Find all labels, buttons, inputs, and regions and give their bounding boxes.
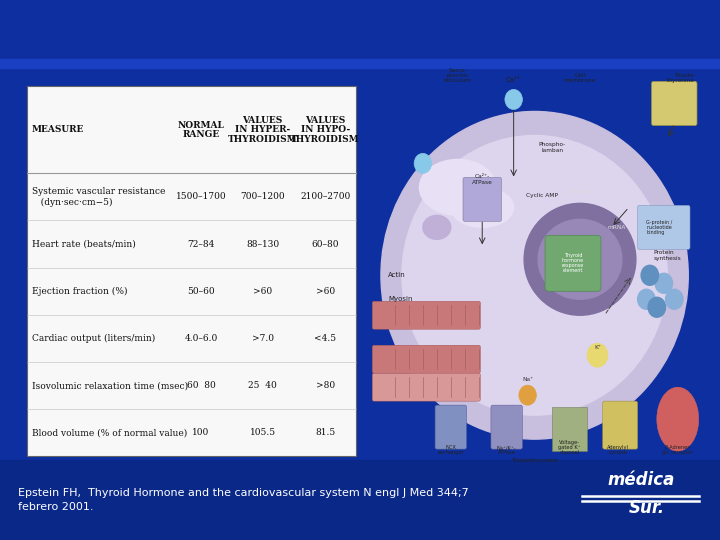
Text: 60–80: 60–80	[311, 240, 339, 248]
Text: Sarco-
plasmic
reticulum: Sarco- plasmic reticulum	[444, 68, 472, 84]
Ellipse shape	[423, 215, 451, 239]
Text: Voltage-
gated K⁺
channel: Voltage- gated K⁺ channel	[558, 440, 581, 455]
FancyBboxPatch shape	[603, 401, 638, 449]
Text: Myosin: Myosin	[388, 296, 413, 302]
Text: Ca²⁺: Ca²⁺	[506, 77, 521, 84]
FancyBboxPatch shape	[545, 235, 601, 291]
FancyBboxPatch shape	[372, 373, 480, 401]
Text: Cell
membrane: Cell membrane	[564, 73, 596, 84]
Text: Protein
synthesis: Protein synthesis	[653, 250, 681, 260]
Text: Epstein FH,  Thyroid Hormone and the cardiovascular system N engl J Med 344;7
fe: Epstein FH, Thyroid Hormone and the card…	[18, 488, 469, 511]
Text: <4.5: <4.5	[314, 334, 336, 343]
Bar	[552, 407, 587, 451]
Text: Na⁺/K⁺-
ATPase: Na⁺/K⁺- ATPase	[497, 445, 516, 455]
Text: Na⁺: Na⁺	[522, 377, 534, 382]
Text: Cardiac output (liters/min): Cardiac output (liters/min)	[32, 334, 155, 343]
Text: 60  80: 60 80	[186, 381, 215, 390]
Text: NORMAL
RANGE: NORMAL RANGE	[178, 120, 225, 139]
Text: Phospho-
lamban: Phospho- lamban	[539, 142, 566, 153]
FancyBboxPatch shape	[435, 405, 467, 449]
Ellipse shape	[414, 153, 431, 173]
Text: Isovolumic relaxation time (msec): Isovolumic relaxation time (msec)	[32, 381, 188, 390]
Ellipse shape	[587, 343, 608, 367]
Text: Systemic vascular resistance
   (dyn·sec·cm−5): Systemic vascular resistance (dyn·sec·cm…	[32, 187, 165, 206]
Text: G-protein /
nucleotide
binding: G-protein / nucleotide binding	[647, 220, 672, 235]
Text: 2100–2700: 2100–2700	[300, 192, 350, 201]
Bar	[27, 86, 356, 456]
Text: Triiodothyronine: Triiodothyronine	[511, 458, 558, 463]
Text: 88–130: 88–130	[246, 240, 279, 248]
Text: MEASURE: MEASURE	[32, 125, 84, 134]
Text: 25  40: 25 40	[248, 381, 277, 390]
Text: mRNA: mRNA	[608, 225, 626, 230]
Ellipse shape	[641, 265, 659, 285]
Text: 4.0–6.0: 4.0–6.0	[184, 334, 217, 343]
Bar	[0, 460, 720, 540]
Ellipse shape	[524, 204, 636, 315]
Text: Cyclic AMP: Cyclic AMP	[526, 193, 557, 198]
FancyBboxPatch shape	[463, 177, 501, 221]
Text: Triiodo-
thyronine: Triiodo- thyronine	[667, 73, 696, 84]
Text: VALUES
IN HYPER-
THYROIDISM: VALUES IN HYPER- THYROIDISM	[228, 116, 297, 144]
Text: β-Adrener-
gic receptor: β-Adrener- gic receptor	[662, 445, 693, 455]
Text: K⁺: K⁺	[594, 345, 601, 350]
Ellipse shape	[519, 385, 536, 405]
Ellipse shape	[638, 289, 655, 309]
Text: >7.0: >7.0	[251, 334, 274, 343]
Ellipse shape	[419, 159, 496, 215]
Text: VALUES
IN HYPO-
THYROIDISM: VALUES IN HYPO- THYROIDISM	[290, 116, 360, 144]
Text: Adenylyl
cyclase: Adenylyl cyclase	[608, 445, 629, 455]
Text: >80: >80	[315, 381, 335, 390]
FancyBboxPatch shape	[372, 301, 480, 329]
Ellipse shape	[505, 90, 523, 110]
Text: Thyroid
hormone
response
element: Thyroid hormone response element	[562, 253, 584, 273]
Text: Heart rate (beats/min): Heart rate (beats/min)	[32, 240, 135, 248]
Text: 72–84: 72–84	[187, 240, 215, 248]
Text: 50–60: 50–60	[187, 287, 215, 296]
Text: 105.5: 105.5	[250, 428, 276, 437]
Text: 700–1200: 700–1200	[240, 192, 285, 201]
Text: Ca²⁺-
ATPase: Ca²⁺- ATPase	[472, 174, 492, 185]
Ellipse shape	[665, 289, 683, 309]
Text: Ejection fraction (%): Ejection fraction (%)	[32, 287, 127, 296]
Ellipse shape	[648, 297, 665, 317]
FancyBboxPatch shape	[372, 345, 480, 373]
Ellipse shape	[655, 273, 672, 293]
Text: >60: >60	[253, 287, 272, 296]
Text: Sur.: Sur.	[629, 499, 665, 517]
Ellipse shape	[657, 387, 698, 451]
Text: >60: >60	[315, 287, 335, 296]
Ellipse shape	[381, 111, 688, 439]
Text: 100: 100	[192, 428, 210, 437]
FancyBboxPatch shape	[491, 405, 523, 449]
Text: NCX
exchanger: NCX exchanger	[438, 445, 464, 455]
Ellipse shape	[451, 187, 513, 227]
Text: Blood volume (% of normal value): Blood volume (% of normal value)	[32, 428, 187, 437]
Text: médica: médica	[607, 471, 675, 489]
FancyBboxPatch shape	[638, 205, 690, 249]
Ellipse shape	[402, 136, 667, 415]
Text: 1500–1700: 1500–1700	[176, 192, 226, 201]
Text: 81.5: 81.5	[315, 428, 336, 437]
Ellipse shape	[538, 219, 622, 299]
Text: Actin: Actin	[388, 272, 405, 278]
Bar	[0, 59, 720, 68]
Text: Nucleus: Nucleus	[568, 189, 592, 194]
FancyBboxPatch shape	[652, 82, 697, 125]
